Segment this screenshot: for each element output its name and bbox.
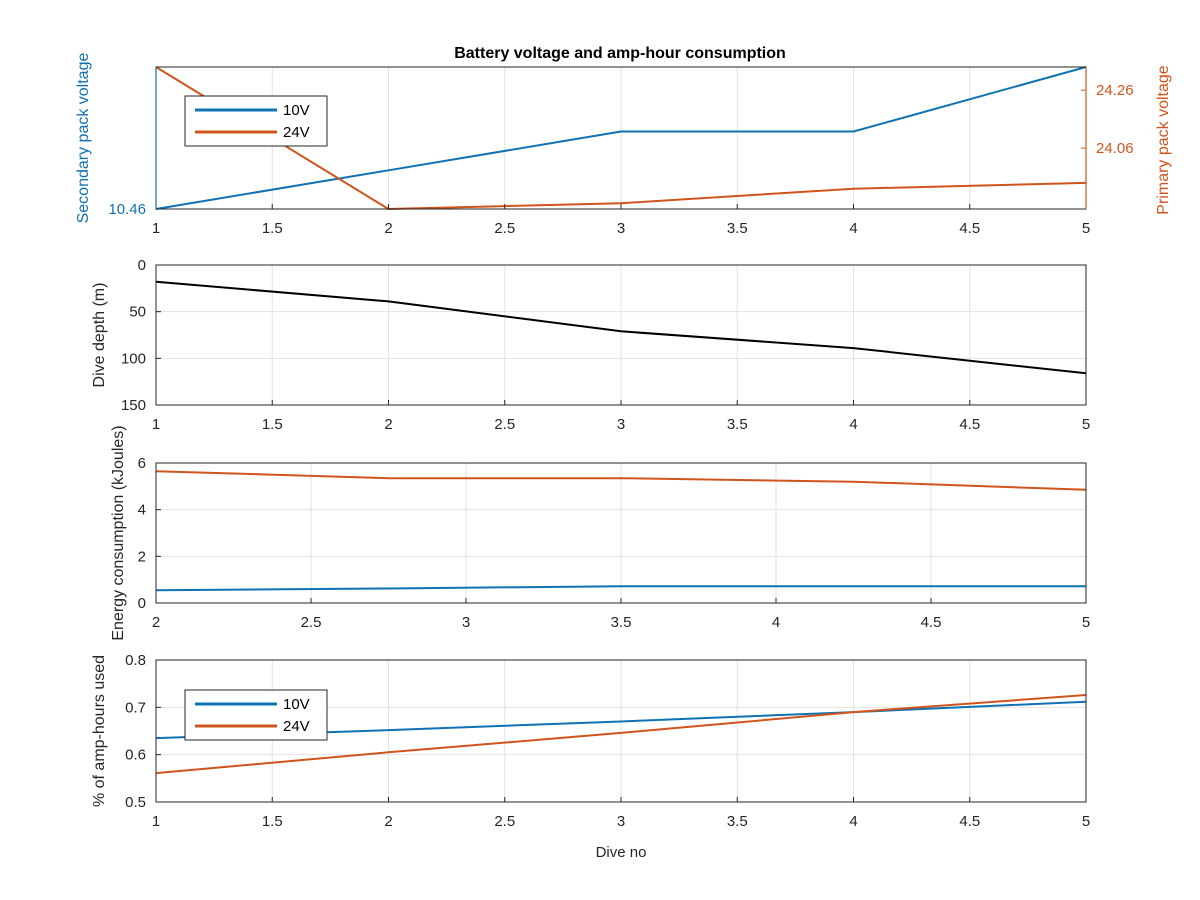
- x-tick-label: 2: [152, 614, 160, 631]
- x-tick-label: 4.5: [959, 416, 980, 433]
- x-tick-label: 1: [152, 220, 160, 237]
- legend-label-10v: 10V: [283, 696, 310, 713]
- series-line-24v: [155, 470, 1087, 491]
- legend-box: [184, 689, 328, 741]
- x-tick-label: 5: [1082, 813, 1090, 830]
- legend-label-24v: 24V: [283, 124, 310, 141]
- series-line-10v: [155, 585, 1086, 592]
- series-line-depth: [155, 280, 1087, 375]
- y-tick-label: 2: [138, 548, 146, 565]
- y-tick-label: 0.6: [125, 747, 146, 764]
- amphours-ticks: 1 1.5 2 2.5 3 3.5 4 4.5 5 0.5 0.6 0.7 0.8: [125, 652, 1090, 830]
- x-tick-label: 5: [1082, 220, 1090, 237]
- x-tick-label: 4: [849, 416, 857, 433]
- series-line-24v: [155, 694, 1087, 775]
- x-tick-label: 1.5: [262, 416, 283, 433]
- amphours-xlabel: Dive no: [596, 844, 647, 861]
- y-tick-label: 0.8: [125, 652, 146, 669]
- x-tick-label: 3.5: [727, 416, 748, 433]
- x-tick-label: 2: [384, 220, 392, 237]
- x-tick-label: 4.5: [959, 813, 980, 830]
- legend-label-10v: 10V: [283, 102, 310, 119]
- depth-lines: [155, 280, 1087, 375]
- energy-lines: [155, 470, 1087, 592]
- x-tick-label: 5: [1082, 416, 1090, 433]
- y-tick-label: 6: [138, 455, 146, 472]
- depth-grid: [155, 264, 1087, 406]
- x-tick-label: 4.5: [921, 614, 942, 631]
- x-tick-label: 3.5: [727, 220, 748, 237]
- x-tick-label: 3: [617, 416, 625, 433]
- y-tick-label: 100: [121, 350, 146, 367]
- figure-title: Battery voltage and amp-hour consumption: [454, 45, 786, 62]
- energy-ylabel: Energy consumption (kJoules): [110, 425, 127, 640]
- x-tick-label: 3.5: [727, 813, 748, 830]
- voltage-ticks: 1 1.5 2 2.5 3 3.5 4 4.5 5 10.46 24.06 24.26: [108, 67, 1134, 237]
- y-tick-label: 0: [138, 257, 146, 274]
- y-tick-label: 150: [121, 397, 146, 414]
- y-right-tick-label: 24.06: [1096, 140, 1134, 157]
- voltage-panel: 1 1.5 2 2.5 3 3.5 4 4.5 5 10.46 24.06 24.26 Seconda…: [75, 53, 1172, 237]
- x-tick-label: 2.5: [494, 220, 515, 237]
- x-tick-label: 3: [617, 220, 625, 237]
- y-tick-label: 0.5: [125, 794, 146, 811]
- x-tick-label: 2.5: [494, 416, 515, 433]
- x-tick-label: 2: [384, 813, 392, 830]
- x-tick-label: 1: [152, 416, 160, 433]
- x-tick-label: 3: [462, 614, 470, 631]
- depth-ylabel: Dive depth (m): [91, 283, 108, 388]
- legend-box: [184, 95, 328, 147]
- y-tick-label: 50: [129, 304, 146, 321]
- x-tick-label: 1.5: [262, 220, 283, 237]
- voltage-ylabel-right: Primary pack voltage: [1155, 65, 1172, 214]
- x-tick-label: 4: [849, 813, 857, 830]
- x-tick-label: 2: [384, 416, 392, 433]
- y-left-tick-label: 10.46: [108, 201, 146, 218]
- x-tick-label: 5: [1082, 614, 1090, 631]
- series-line-10v: [155, 66, 1087, 210]
- y-right-tick-label: 24.26: [1096, 82, 1134, 99]
- x-tick-label: 4: [772, 614, 780, 631]
- x-tick-label: 2.5: [301, 614, 322, 631]
- y-tick-label: 4: [138, 502, 146, 519]
- x-tick-label: 3.5: [611, 614, 632, 631]
- amphours-ylabel: % of amp-hours used: [91, 655, 108, 807]
- x-tick-label: 4: [849, 220, 857, 237]
- x-tick-label: 4.5: [959, 220, 980, 237]
- amphours-panel: 1 1.5 2 2.5 3 3.5 4 4.5 5 0.5 0.6 0.7 0.8 % of amp-h…: [91, 652, 1090, 861]
- x-tick-label: 2.5: [494, 813, 515, 830]
- x-tick-label: 1.5: [262, 813, 283, 830]
- voltage-ylabel-left: Secondary pack voltage: [75, 53, 92, 224]
- series-line-24v: [155, 66, 1087, 210]
- y-tick-label: 0.7: [125, 699, 146, 716]
- y-tick-label: 0: [138, 595, 146, 612]
- energy-grid: [155, 462, 1087, 604]
- x-tick-label: 3: [617, 813, 625, 830]
- legend-label-24v: 24V: [283, 718, 310, 735]
- x-tick-label: 1: [152, 813, 160, 830]
- voltage-lines: [155, 66, 1087, 210]
